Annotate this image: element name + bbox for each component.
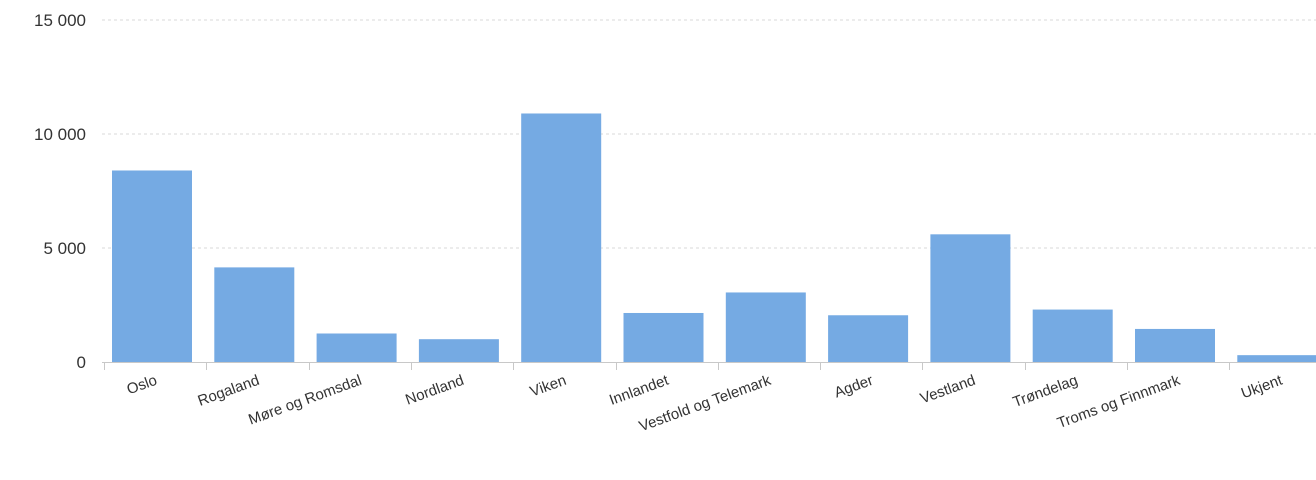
x-tick-label: Agder — [832, 372, 875, 402]
bar — [112, 170, 192, 362]
bar — [930, 234, 1011, 362]
y-axis-labels: 0 5 000 10 000 15 000 — [34, 11, 86, 372]
bar — [214, 267, 295, 362]
x-tick-label: Innlandet — [607, 372, 672, 409]
bar — [1135, 328, 1215, 362]
x-tick-label: Oslo — [125, 372, 160, 399]
x-tick-label: Møre og Romsdal — [246, 372, 364, 429]
x-tick-label: Nordland — [403, 372, 466, 409]
bars — [112, 113, 1316, 362]
x-tick-label: Trøndelag — [1011, 372, 1081, 411]
bar — [725, 292, 806, 362]
bar — [316, 333, 397, 362]
x-tick-label: Viken — [528, 372, 569, 401]
bar — [623, 312, 704, 362]
x-axis — [102, 362, 1316, 370]
bar — [828, 315, 909, 362]
bar — [521, 113, 602, 362]
bar — [1032, 309, 1113, 362]
x-tick-label: Rogaland — [196, 372, 262, 410]
x-tick-label: Vestland — [918, 372, 978, 408]
x-tick-label: Ukjent — [1239, 372, 1286, 403]
y-tick-label: 5 000 — [43, 239, 86, 258]
y-tick-label: 10 000 — [34, 125, 86, 144]
bar — [418, 339, 499, 362]
bar — [1237, 355, 1316, 362]
gridlines — [102, 19, 1316, 249]
y-tick-label: 15 000 — [34, 11, 86, 30]
y-tick-label: 0 — [77, 353, 86, 372]
